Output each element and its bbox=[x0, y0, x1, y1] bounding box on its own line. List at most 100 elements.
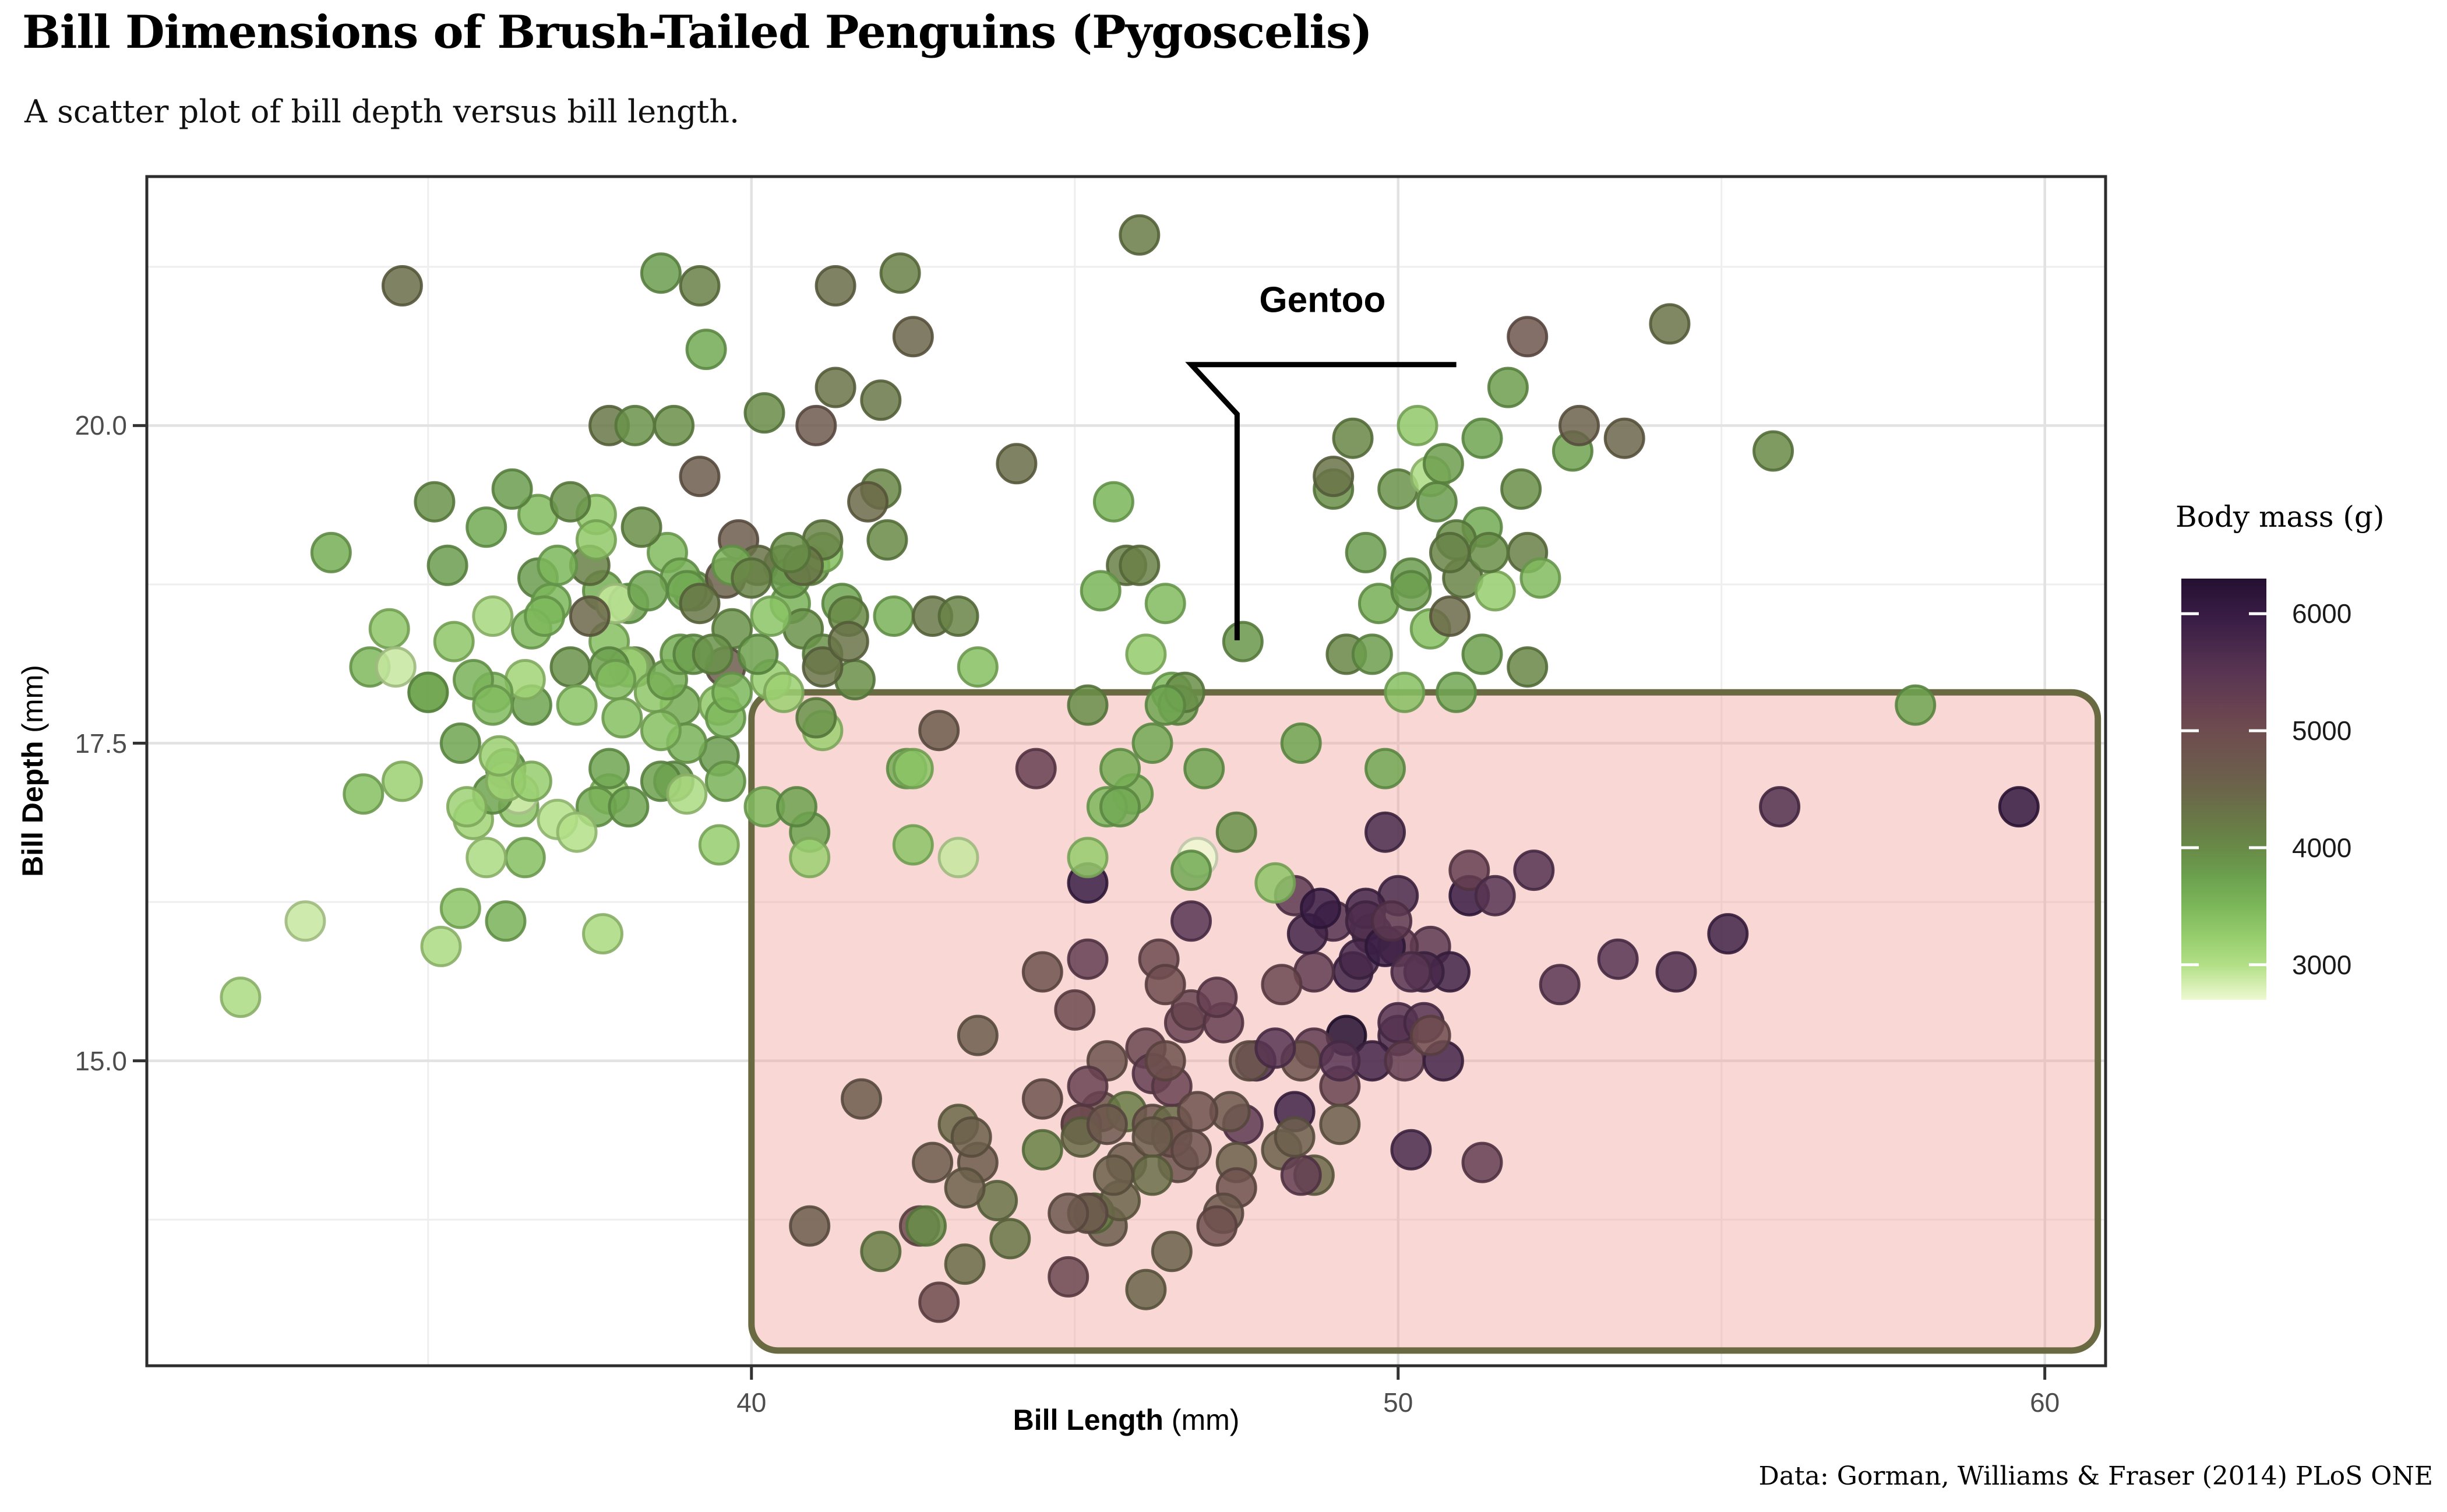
data-point bbox=[679, 456, 721, 498]
x-axis-title: Bill Length (mm) bbox=[1013, 1403, 1240, 1437]
data-point bbox=[1021, 951, 1063, 993]
data-point bbox=[1474, 570, 1516, 612]
data-point bbox=[1131, 1154, 1173, 1196]
data-point bbox=[1177, 1091, 1219, 1133]
data-point bbox=[1461, 1141, 1503, 1183]
data-point bbox=[912, 1141, 954, 1183]
caption: Data: Gorman, Williams & Fraser (2014) P… bbox=[1758, 1461, 2433, 1491]
data-point bbox=[789, 1205, 831, 1247]
data-point bbox=[918, 1281, 960, 1323]
data-point bbox=[944, 1243, 986, 1285]
legend-tick-3000: 3000 bbox=[2292, 949, 2352, 980]
data-point bbox=[1753, 430, 1794, 472]
data-point bbox=[1196, 1205, 1238, 1247]
data-point bbox=[343, 773, 385, 815]
data-point bbox=[1313, 456, 1355, 498]
y-tick-label-15: 15.0 bbox=[75, 1045, 127, 1076]
data-point bbox=[446, 786, 488, 828]
data-point bbox=[556, 811, 598, 853]
data-point bbox=[420, 925, 462, 967]
data-point bbox=[1099, 786, 1141, 828]
data-point bbox=[1067, 837, 1109, 879]
data-point bbox=[892, 748, 934, 790]
data-point bbox=[1170, 1129, 1212, 1171]
data-point bbox=[1500, 468, 1542, 510]
data-point bbox=[1461, 633, 1503, 675]
data-point bbox=[1422, 443, 1464, 485]
data-point bbox=[905, 1205, 947, 1247]
data-point bbox=[1319, 1040, 1361, 1082]
data-point bbox=[1655, 951, 1697, 993]
data-point bbox=[1144, 1040, 1186, 1082]
data-point bbox=[1895, 684, 1937, 726]
data-point bbox=[918, 710, 960, 752]
data-point bbox=[1131, 1116, 1173, 1158]
data-point bbox=[1436, 671, 1478, 713]
data-point bbox=[860, 379, 902, 421]
data-point bbox=[1507, 646, 1549, 688]
data-point bbox=[1254, 1027, 1296, 1069]
data-point bbox=[1021, 1129, 1063, 1171]
y-axis-unit: (mm) bbox=[16, 665, 49, 733]
data-point bbox=[433, 621, 475, 662]
y-axis-title-text: Bill Depth bbox=[16, 741, 49, 877]
data-point bbox=[478, 735, 520, 777]
data-point bbox=[1539, 964, 1581, 1006]
data-point bbox=[711, 671, 753, 713]
y-tick-label-20: 20.0 bbox=[75, 410, 127, 441]
scatter-points bbox=[220, 214, 2040, 1323]
data-point bbox=[1319, 1104, 1361, 1146]
data-point bbox=[1119, 214, 1161, 256]
y-tick-label-17-5: 17.5 bbox=[75, 728, 127, 759]
data-point bbox=[1119, 544, 1161, 586]
data-point bbox=[284, 900, 326, 942]
data-point bbox=[1080, 570, 1122, 612]
data-point bbox=[769, 531, 811, 573]
data-point bbox=[763, 671, 805, 713]
data-point bbox=[1448, 850, 1490, 891]
data-point bbox=[524, 595, 566, 637]
data-point bbox=[847, 481, 889, 523]
data-point bbox=[937, 837, 979, 879]
data-point bbox=[595, 659, 637, 700]
data-point bbox=[957, 646, 999, 688]
chart-title: Bill Dimensions of Brush-Tailed Penguins… bbox=[22, 6, 1373, 59]
data-point bbox=[1364, 748, 1406, 790]
x-axis-unit: (mm) bbox=[1171, 1404, 1240, 1436]
data-point bbox=[1597, 938, 1639, 980]
data-point bbox=[1397, 404, 1438, 446]
chart-subtitle: A scatter plot of bill depth versus bill… bbox=[24, 93, 740, 130]
data-point bbox=[789, 837, 831, 879]
data-point bbox=[879, 252, 921, 294]
data-point bbox=[1351, 633, 1393, 675]
data-point bbox=[504, 837, 546, 879]
data-point bbox=[310, 531, 352, 573]
data-point bbox=[375, 646, 417, 688]
data-point bbox=[601, 697, 643, 739]
data-point bbox=[1461, 417, 1503, 459]
data-point bbox=[795, 404, 837, 446]
data-point bbox=[1416, 481, 1458, 523]
data-point bbox=[1300, 887, 1341, 929]
data-point bbox=[381, 265, 423, 306]
data-point bbox=[1409, 1014, 1451, 1056]
x-tick-label-60: 60 bbox=[2030, 1387, 2060, 1418]
legend-colorbar bbox=[2181, 579, 2266, 1000]
x-axis-title-text: Bill Length bbox=[1013, 1404, 1163, 1436]
data-point bbox=[407, 671, 449, 713]
legend-tick-marks bbox=[2181, 612, 2266, 967]
data-point bbox=[1144, 964, 1186, 1006]
data-point bbox=[1364, 811, 1406, 853]
data-point bbox=[1603, 417, 1645, 459]
data-point bbox=[1067, 938, 1109, 980]
data-point bbox=[685, 329, 727, 371]
data-point bbox=[466, 506, 507, 548]
data-point bbox=[510, 760, 552, 802]
data-point bbox=[1170, 850, 1212, 891]
data-point bbox=[944, 1167, 986, 1209]
data-point bbox=[1092, 1154, 1134, 1196]
data-point bbox=[866, 519, 908, 561]
data-point bbox=[860, 1231, 902, 1273]
data-point bbox=[1099, 748, 1141, 790]
data-point bbox=[1390, 1129, 1432, 1171]
